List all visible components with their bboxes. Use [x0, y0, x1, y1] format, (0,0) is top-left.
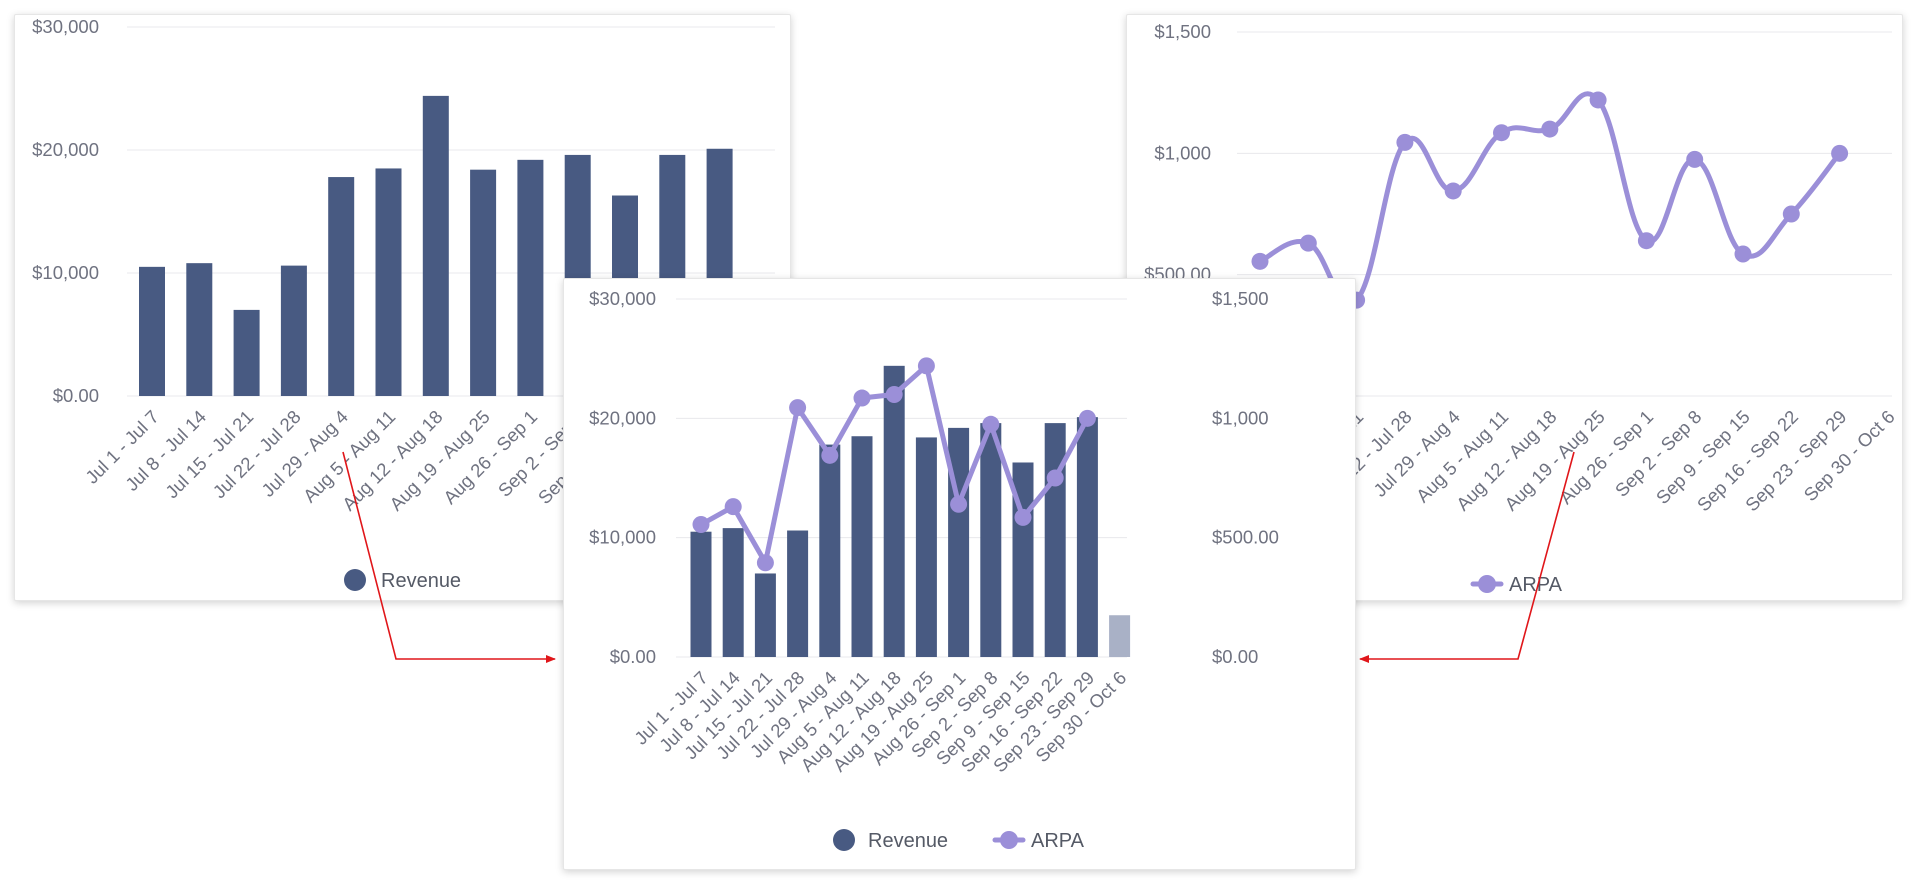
arpa-point — [789, 399, 807, 417]
y-right-tick-label: $500.00 — [1212, 527, 1279, 548]
arpa-point — [1734, 245, 1752, 263]
y-tick-label: $10,000 — [32, 262, 99, 283]
legend-revenue-label: Revenue — [868, 830, 948, 852]
revenue-bar — [470, 169, 497, 396]
arpa-point — [1078, 409, 1096, 427]
y-tick-label: $1,000 — [1154, 142, 1211, 163]
revenue-bar — [819, 444, 841, 657]
revenue-bar — [1076, 417, 1098, 657]
y-right-tick-label: $1,000 — [1212, 407, 1269, 428]
arpa-point — [692, 516, 710, 534]
arpa-point — [1589, 91, 1607, 109]
arpa-point — [1299, 234, 1317, 252]
legend-revenue-marker — [344, 569, 366, 591]
revenue-bar — [233, 309, 260, 396]
legend-revenue-label: Revenue — [381, 570, 461, 592]
arpa-point — [1493, 124, 1510, 142]
legend-arpa-label: ARPA — [1509, 574, 1563, 596]
revenue-bar — [517, 159, 544, 396]
revenue-bar — [1109, 615, 1131, 657]
revenue-bar — [690, 531, 712, 657]
arpa-point — [1444, 182, 1462, 200]
arpa-point — [1831, 144, 1849, 162]
y-right-tick-label: $0.00 — [1212, 646, 1258, 667]
arpa-point — [1014, 508, 1032, 526]
arpa-point — [1782, 205, 1800, 223]
arpa-point — [1396, 133, 1414, 151]
legend-arpa-label: ARPA — [1031, 830, 1085, 852]
legend-arpa-marker — [1478, 575, 1496, 593]
y-tick-label: $20,000 — [32, 139, 99, 160]
arpa-point — [1046, 469, 1064, 487]
revenue-bar — [186, 263, 213, 396]
legend-arpa-marker — [1000, 831, 1018, 849]
arpa-point — [724, 498, 742, 516]
arpa-point — [950, 495, 968, 513]
revenue-bar — [422, 95, 449, 396]
y-tick-label: $0.00 — [53, 385, 99, 406]
revenue-bar — [915, 437, 937, 657]
arpa-point — [756, 554, 774, 572]
revenue-bar — [375, 168, 402, 396]
combined-chart-card: $0.00 $10,000 $20,000 $30,000 $0.00 $500.00 $1… — [563, 278, 1356, 870]
arpa-point — [1637, 232, 1655, 250]
revenue-bar — [328, 177, 355, 396]
y-right-tick-label: $1,500 — [1212, 288, 1269, 309]
arpa-point — [1251, 252, 1269, 270]
revenue-bar — [883, 365, 905, 657]
revenue-bar — [280, 265, 307, 396]
y-left-tick-label: $10,000 — [589, 527, 656, 548]
arpa-point — [885, 385, 903, 403]
arpa-point — [1686, 150, 1704, 168]
revenue-bar — [139, 266, 165, 396]
legend-revenue-marker — [833, 829, 855, 851]
y-tick-label: $1,500 — [1154, 21, 1211, 42]
y-left-tick-label: $20,000 — [589, 407, 656, 428]
arpa-point — [982, 415, 1000, 433]
arpa-point — [1541, 120, 1559, 138]
y-tick-label: $30,000 — [32, 16, 99, 37]
revenue-bar — [980, 423, 1002, 657]
y-left-tick-label: $0.00 — [610, 646, 656, 667]
combined-revenue-arpa-chart: $0.00 $10,000 $20,000 $30,000 $0.00 $500.00 $1… — [589, 288, 1279, 852]
revenue-bar — [722, 528, 744, 657]
y-left-tick-label: $30,000 — [589, 288, 656, 309]
revenue-bar — [1044, 423, 1066, 657]
revenue-bar — [754, 573, 776, 657]
arpa-point — [821, 446, 839, 464]
arpa-point — [853, 389, 871, 407]
revenue-bar — [787, 530, 809, 657]
revenue-bar — [851, 436, 873, 657]
arpa-point — [917, 357, 935, 375]
